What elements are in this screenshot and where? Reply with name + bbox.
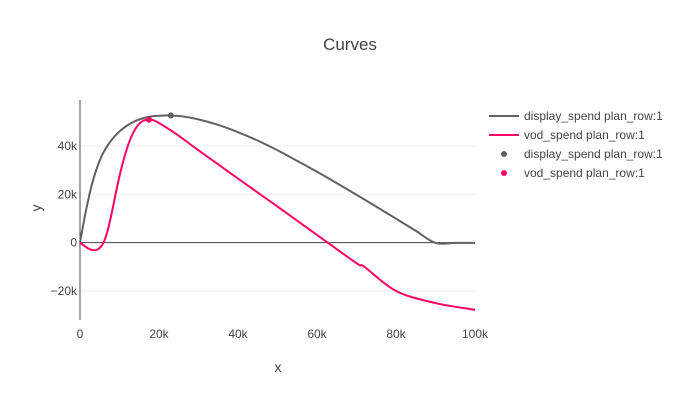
x-tick-label: 0 <box>77 327 84 341</box>
y-tick-label: −20k <box>51 284 78 298</box>
legend[interactable]: display_spend plan_row:1 vod_spend plan_r… <box>489 109 663 180</box>
x-tick-label: 40k <box>228 327 248 341</box>
series-point-2 <box>167 112 174 119</box>
x-tick-label: 60k <box>307 327 327 341</box>
x-tick-label: 80k <box>386 327 406 341</box>
legend-item-label: display_spend plan_row:1 <box>524 147 663 161</box>
y-axis-title: y <box>28 205 44 212</box>
tick-labels: −20k 0 20k 40k 0 20k 40k 60k 80k 100k <box>51 139 489 341</box>
x-axis-title: x <box>275 359 282 375</box>
y-tick-label: 40k <box>58 139 78 153</box>
y-tick-label: 0 <box>70 236 77 250</box>
legend-item-label: vod_spend plan_row:1 <box>524 166 645 180</box>
y-tick-label: 20k <box>58 187 78 201</box>
series-point-3 <box>146 116 153 123</box>
chart-title: Curves <box>323 35 377 54</box>
legend-swatch-marker <box>501 151 507 157</box>
series-line-0 <box>79 114 475 245</box>
legend-item-label: display_spend plan_row:1 <box>524 109 663 123</box>
plot-area <box>79 112 476 311</box>
axes <box>79 100 475 320</box>
series-line-1 <box>79 118 476 311</box>
legend-item-label: vod_spend plan_row:1 <box>524 128 645 142</box>
x-tick-label: 20k <box>149 327 169 341</box>
x-tick-label: 100k <box>462 327 489 341</box>
grid <box>80 145 475 292</box>
legend-swatch-marker <box>501 170 507 176</box>
